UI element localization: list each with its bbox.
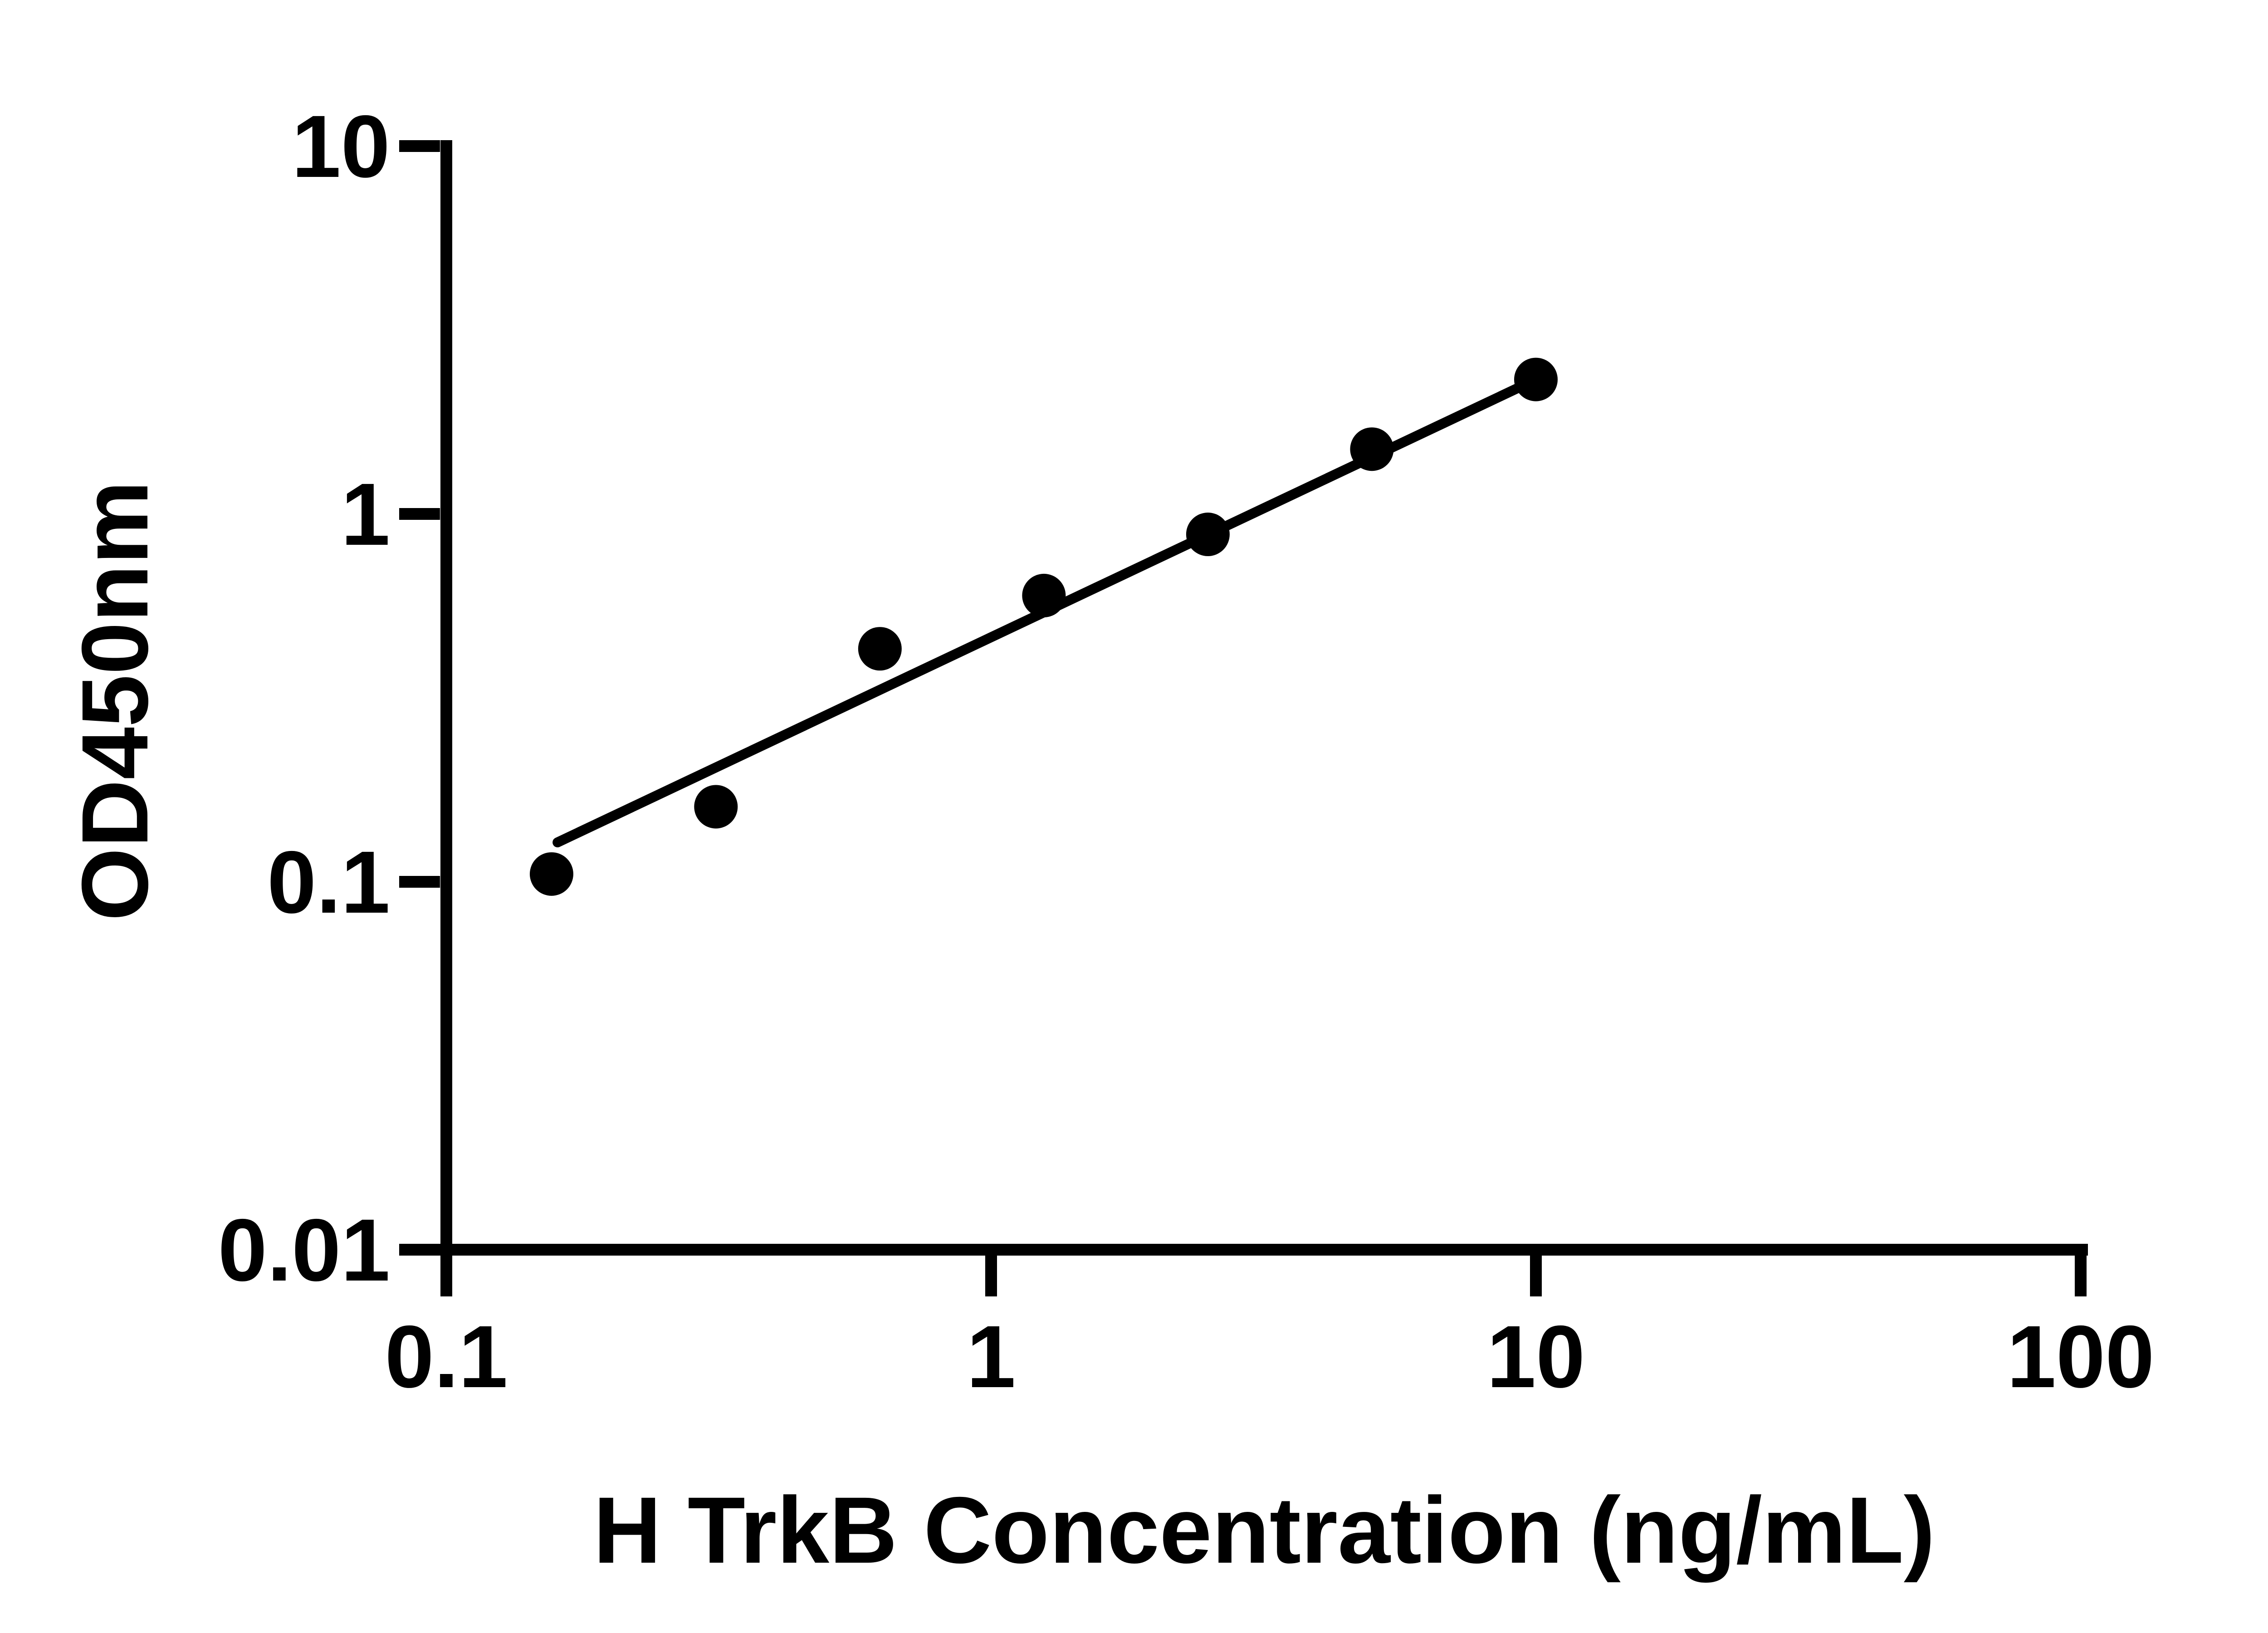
x-axis-line [399,1244,2088,1256]
x-tick-label: 1 [967,1307,1016,1406]
y-tick-label: 0.1 [267,833,390,932]
y-tick-mark [399,876,440,888]
x-tick-mark [985,1256,997,1296]
y-axis-line [440,140,452,1256]
x-tick-mark [2075,1256,2087,1296]
y-axis-ticks: 10 1 0.1 0.01 [218,97,440,1300]
data-point [529,852,573,896]
x-axis-ticks: 0.1 1 10 100 [385,1256,2155,1406]
data-point [694,785,738,829]
y-tick-label: 1 [341,465,390,564]
data-point [1514,357,1558,401]
y-tick-label: 10 [292,97,390,196]
data-point [858,627,902,671]
y-tick-mark [399,140,440,152]
y-tick-label: 0.01 [218,1201,390,1300]
x-axis-title: H TrkB Concentration (ng/mL) [593,1478,1935,1583]
x-tick-label: 0.1 [385,1307,508,1406]
x-tick-mark [440,1256,452,1296]
y-tick-mark [399,508,440,520]
data-point [1350,427,1394,471]
y-axis-title: OD450nm [63,480,168,921]
data-point [1022,573,1066,617]
x-tick-label: 10 [1487,1307,1585,1406]
x-tick-mark [1530,1256,1542,1296]
data-points [529,357,1558,896]
data-point [1186,513,1230,557]
x-tick-label: 100 [2007,1307,2154,1406]
